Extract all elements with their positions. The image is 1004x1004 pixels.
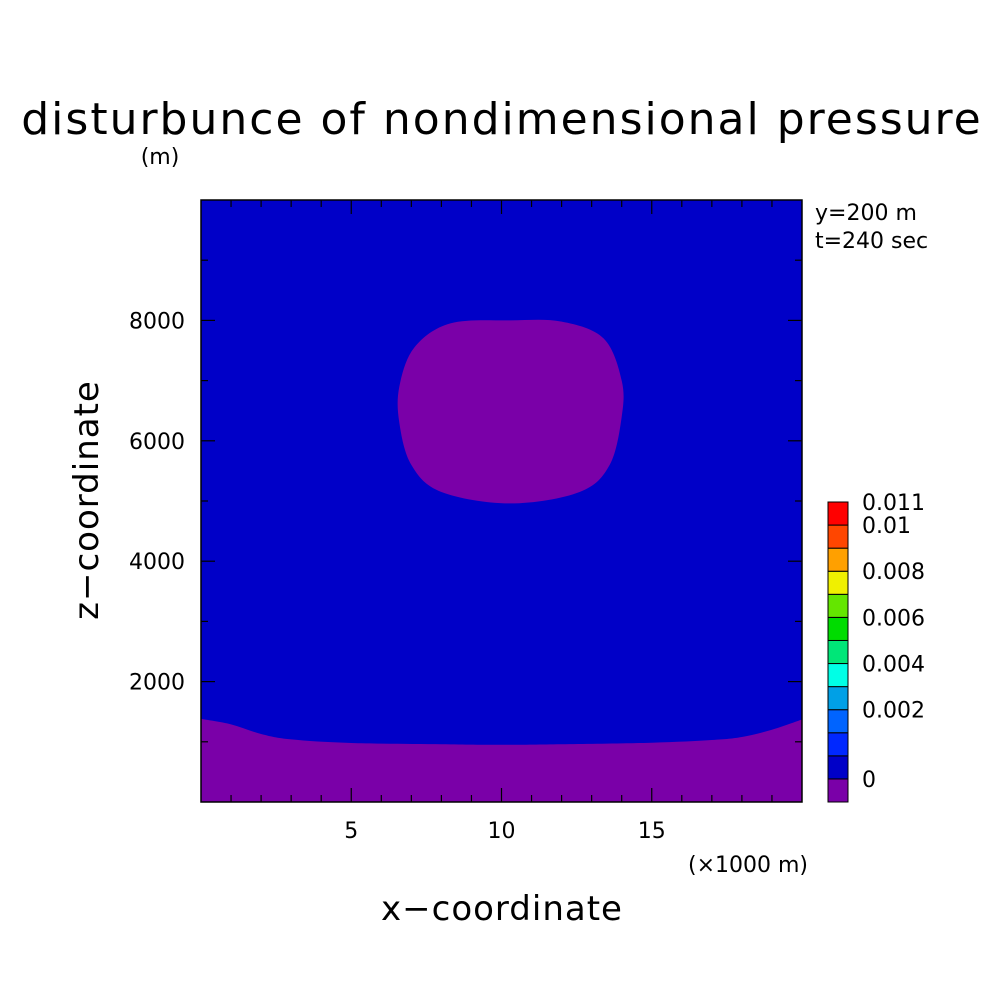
chart-units: (m) bbox=[141, 145, 180, 170]
y-tick-label: 8000 bbox=[129, 309, 185, 334]
x-axis-label: x−coordinate bbox=[381, 889, 623, 929]
colorbar-swatch bbox=[827, 616, 849, 641]
colorbar-swatch bbox=[827, 686, 849, 711]
plot-area bbox=[200, 199, 803, 803]
y-tick-labels: 2000 4000 6000 8000 bbox=[129, 309, 185, 695]
colorbar-swatch bbox=[827, 755, 849, 780]
annotation-time: t=240 sec bbox=[815, 229, 928, 254]
colorbar-swatch bbox=[827, 501, 849, 526]
colorbar-swatch bbox=[827, 570, 849, 595]
colorbar-swatch bbox=[827, 732, 849, 757]
colorbar-swatch bbox=[827, 547, 849, 572]
x-tick-labels: 5 10 15 bbox=[344, 819, 666, 844]
x-tick-label: 10 bbox=[488, 819, 516, 844]
colorbar-swatch bbox=[827, 639, 849, 665]
y-tick-label: 6000 bbox=[129, 430, 185, 455]
y-tick-label: 4000 bbox=[129, 550, 185, 575]
colorbar-label: 0 bbox=[862, 768, 876, 793]
chart-title: disturbunce of nondimensional pressure bbox=[21, 94, 983, 145]
colorbar-swatch bbox=[827, 524, 849, 549]
x-tick-label: 5 bbox=[344, 819, 358, 844]
bottom-layer-region bbox=[201, 718, 802, 802]
colorbar bbox=[827, 501, 849, 803]
colorbar-label: 0.01 bbox=[862, 514, 911, 539]
colorbar-label: 0.006 bbox=[862, 606, 925, 631]
colorbar-swatch bbox=[827, 778, 849, 803]
contour-regions bbox=[201, 319, 802, 802]
x-unit-label: (×1000 m) bbox=[688, 853, 808, 878]
x-tick-label: 15 bbox=[638, 819, 666, 844]
colorbar-label: 0.008 bbox=[862, 560, 925, 585]
y-tick-label: 2000 bbox=[129, 671, 185, 696]
axis-ticks bbox=[201, 200, 802, 802]
bubble-region bbox=[397, 319, 624, 504]
colorbar-label: 0.011 bbox=[862, 491, 925, 516]
colorbar-swatch bbox=[827, 663, 849, 688]
colorbar-swatch bbox=[827, 709, 849, 734]
colorbar-label: 0.002 bbox=[862, 699, 925, 724]
colorbar-swatch bbox=[827, 593, 849, 618]
colorbar-label: 0.004 bbox=[862, 653, 925, 678]
annotation-y-location: y=200 m bbox=[815, 201, 917, 226]
y-axis-label: z−coordinate bbox=[67, 380, 107, 620]
